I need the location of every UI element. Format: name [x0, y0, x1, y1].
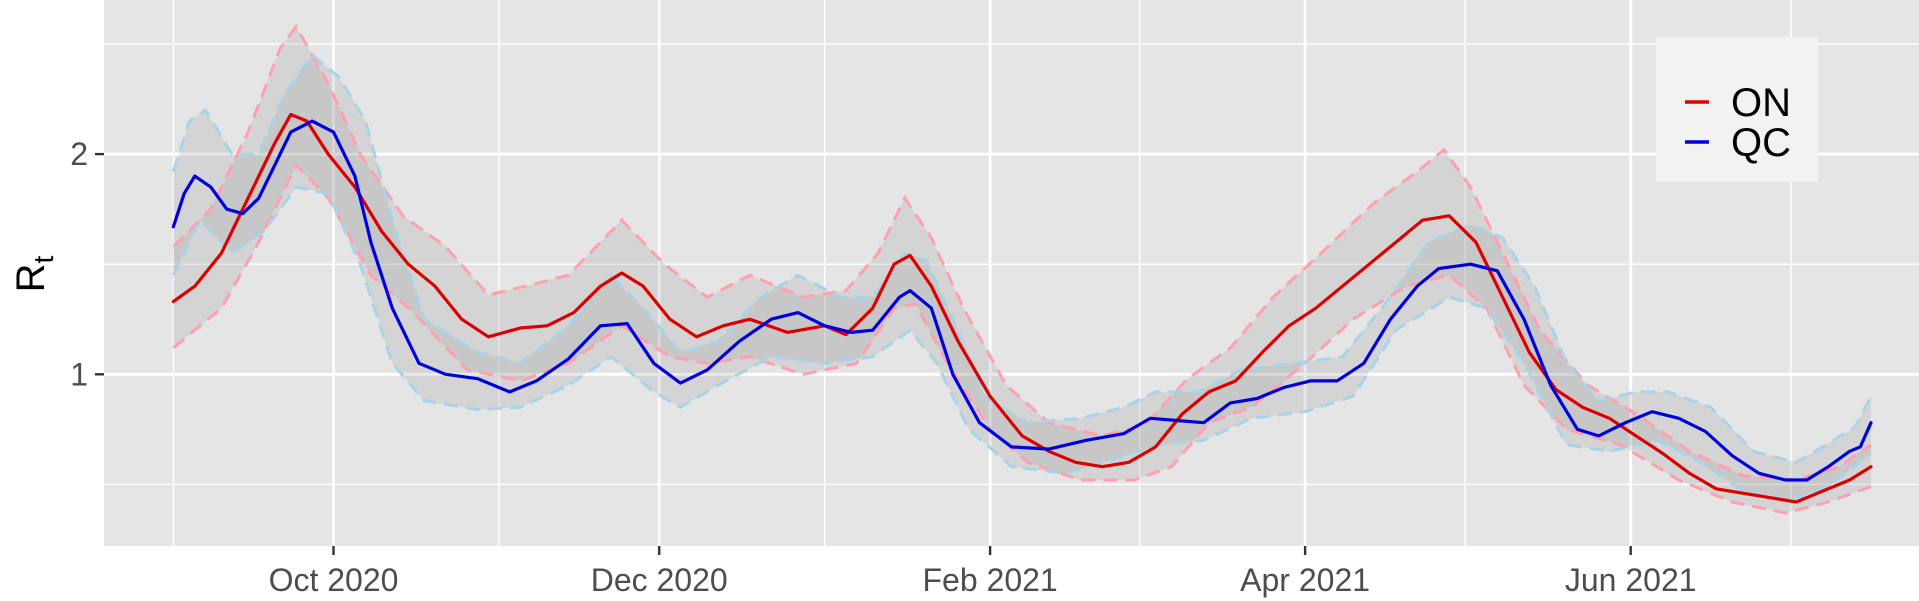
y-axis-title-subscript: t: [28, 255, 59, 263]
x-tick-label: Feb 2021: [922, 562, 1057, 598]
upper-bound-qc: [171, 52, 1873, 464]
legend-box: [1656, 37, 1818, 182]
series-line-on: [171, 112, 1873, 504]
legend-label-qc: QC: [1731, 121, 1791, 165]
y-axis-title: Rt: [9, 255, 59, 292]
x-tick-label: Apr 2021: [1240, 562, 1370, 598]
legend-label-on: ON: [1731, 81, 1791, 125]
major-gridlines: [104, 0, 1919, 546]
series-lines: [171, 112, 1873, 504]
upper-bound-on: [172, 23, 1872, 482]
y-axis-title-main: R: [9, 263, 53, 292]
x-tick-label: Jun 2021: [1565, 562, 1697, 598]
y-axis: 12: [70, 136, 104, 392]
x-axis: Oct 2020 Dec 2020 Feb 2021 Apr 2021 Jun 2021: [269, 546, 1697, 598]
series-line-qc: [171, 119, 1873, 482]
y-tick-label: 1: [70, 356, 88, 392]
y-axis-title-text: Rt: [9, 255, 59, 292]
lower-bound-qc: [172, 185, 1872, 502]
y-tick-label: 2: [70, 136, 88, 172]
plot-panel: [104, 0, 1919, 546]
x-tick-label: Dec 2020: [591, 562, 728, 598]
x-tick-label: Oct 2020: [269, 562, 399, 598]
